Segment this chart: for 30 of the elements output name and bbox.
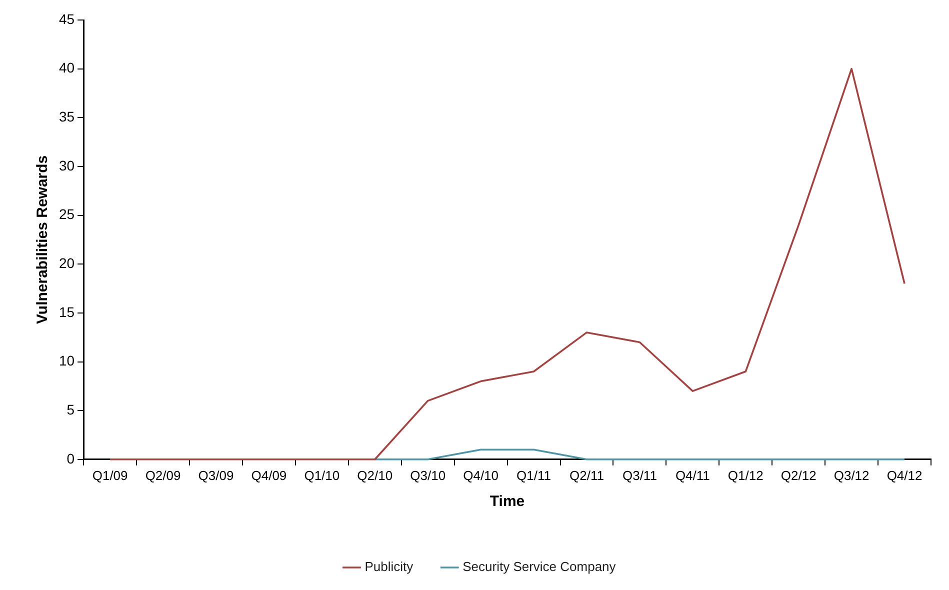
x-tick-label: Q2/11 [570, 468, 604, 483]
y-tick-label: 30 [58, 157, 75, 174]
y-tick-label: 10 [58, 352, 75, 369]
x-tick-label: Q4/10 [463, 468, 499, 483]
y-tick-label: 35 [58, 108, 75, 125]
legend-label: Publicity [364, 559, 414, 574]
y-tick-label: 0 [66, 450, 75, 466]
x-tick-label: Q1/11 [516, 468, 551, 483]
x-axis-title: Time [490, 493, 525, 510]
legend-label: Security Service Company [462, 559, 616, 574]
x-tick-label: Q4/12 [886, 468, 922, 483]
x-tick-label: Q4/09 [251, 468, 287, 483]
y-tick-label: 45 [58, 10, 75, 27]
x-tick-label: Q2/10 [357, 468, 393, 483]
x-tick-label: Q3/10 [410, 468, 446, 483]
x-tick-label: Q2/12 [780, 468, 816, 483]
x-tick-label: Q3/09 [198, 468, 234, 483]
y-tick-label: 15 [58, 304, 75, 320]
y-tick-label: 5 [66, 401, 75, 418]
x-tick-label: Q3/11 [622, 468, 657, 483]
y-axis-title: Vulnerabilities Rewards [34, 155, 52, 324]
x-tick-label: Q1/12 [728, 468, 764, 483]
y-tick-label: 25 [58, 206, 75, 222]
x-tick-label: Q2/09 [145, 468, 181, 483]
x-tick-label: Q3/12 [834, 468, 870, 483]
x-tick-label: Q4/11 [675, 468, 710, 483]
x-tick-label: Q1/09 [92, 468, 128, 483]
y-tick-label: 20 [58, 254, 75, 271]
y-tick-label: 40 [58, 60, 75, 76]
x-tick-label: Q1/10 [304, 468, 340, 483]
